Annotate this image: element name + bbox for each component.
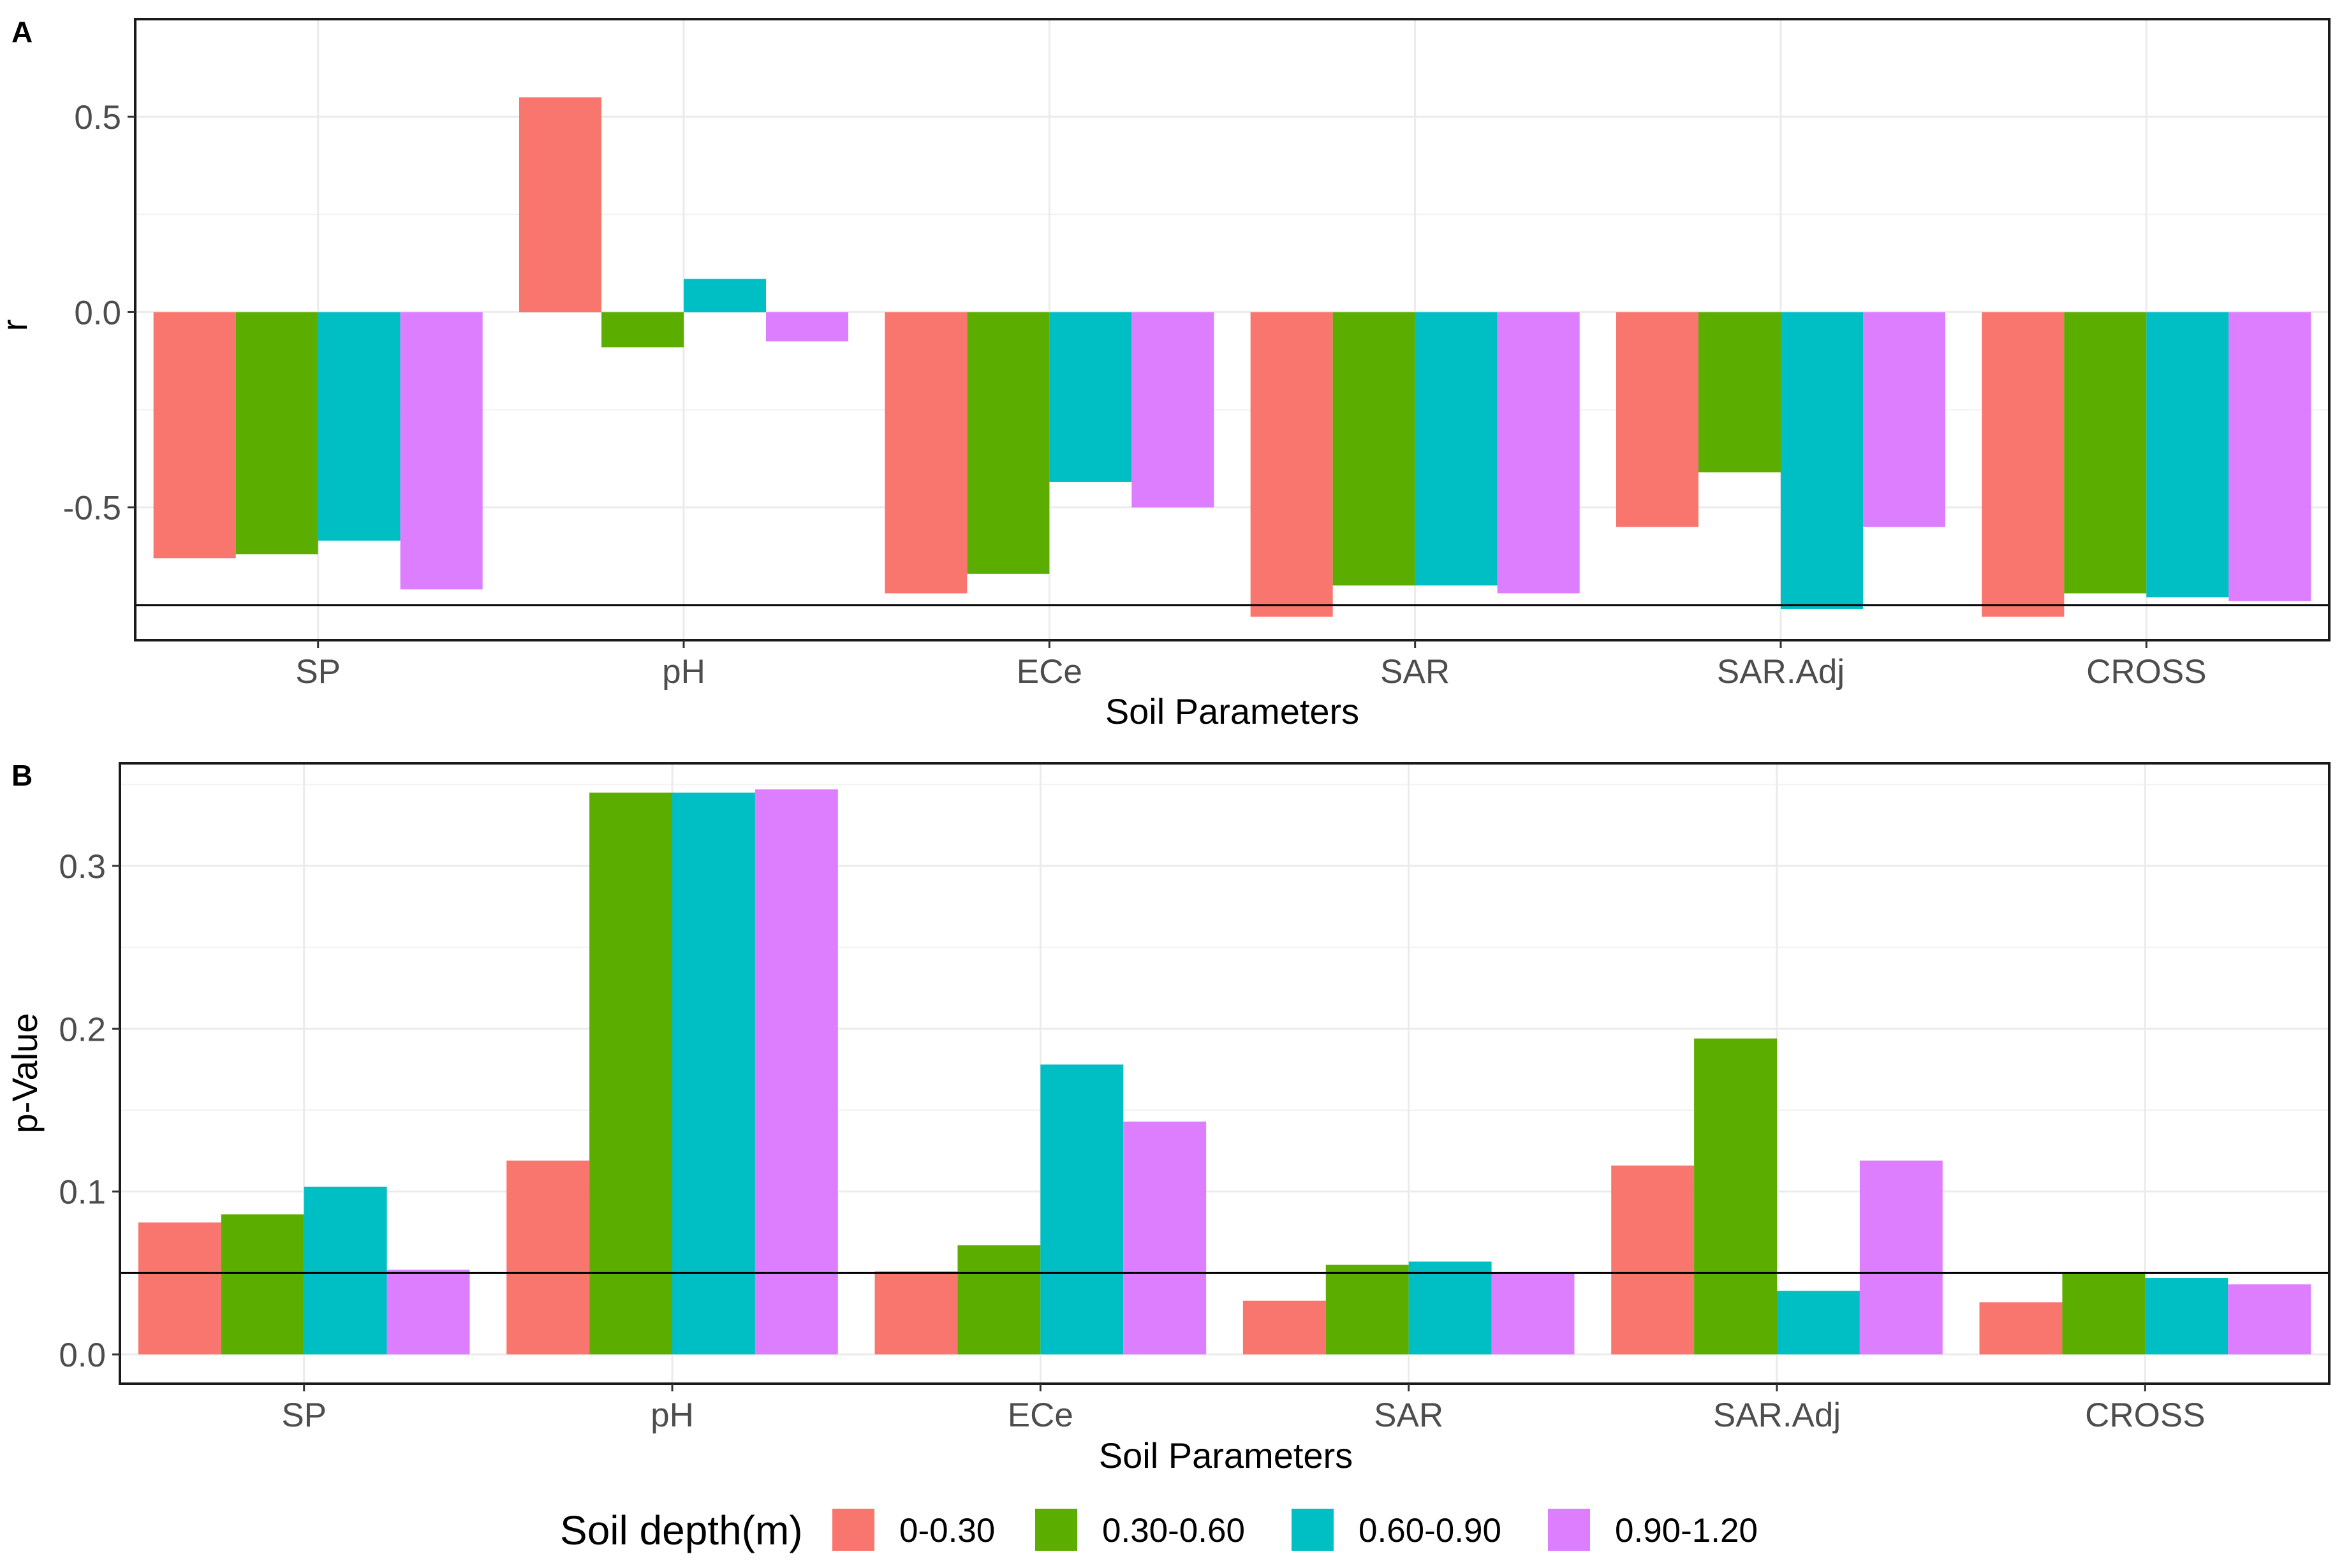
panel-a-bar-ece-0.90-1.20 xyxy=(1131,312,1214,508)
panel-b-bar-ph-0.30-0.60 xyxy=(589,792,672,1355)
panel-a-bar-sp-0.60-0.90 xyxy=(318,312,401,541)
panel-b-bar-ph-0-0.30 xyxy=(506,1161,590,1355)
panel-b-bar-cross-0-0.30 xyxy=(1979,1302,2063,1355)
panel-b-bar-sar-adj-0.30-0.60 xyxy=(1694,1038,1777,1355)
panel-a-bar-sar-0-0.30 xyxy=(1250,312,1333,617)
panel-b-y-axis-title: p-Value xyxy=(4,1013,45,1134)
panel-a-bar-sp-0.30-0.60 xyxy=(235,312,318,555)
panel-a-y-tick-label: -0.5 xyxy=(63,490,121,527)
legend-swatch-0.30-0.60 xyxy=(1035,1509,1077,1551)
panel-b-bar-ph-0.60-0.90 xyxy=(672,792,755,1355)
legend-label-0-0.30: 0-0.30 xyxy=(899,1512,995,1550)
panel-a-bar-sar-adj-0.60-0.90 xyxy=(1781,312,1863,609)
panel-b-bar-ece-0.30-0.60 xyxy=(957,1245,1041,1355)
legend: Soil depth(m) 0-0.30 0.30-0.60 0.60-0.90… xyxy=(560,1507,1758,1553)
panel-b-bar-ece-0.60-0.90 xyxy=(1040,1064,1124,1355)
panel-a-bar-ph-0.30-0.60 xyxy=(601,312,684,348)
panel-b-bar-sar-adj-0.60-0.90 xyxy=(1777,1291,1860,1355)
panel-b-bar-sp-0.30-0.60 xyxy=(221,1214,304,1355)
panel-b-bar-sar-adj-0-0.30 xyxy=(1611,1165,1695,1355)
panel-a-panel-border xyxy=(134,18,2331,641)
legend-label-0.30-0.60: 0.30-0.60 xyxy=(1102,1512,1245,1550)
panel-b-bar-sp-0.60-0.90 xyxy=(304,1186,387,1355)
panel-b-x-tick-label-sar-adj: SAR.Adj xyxy=(1713,1396,1841,1434)
panel-a-bar-sar-0.90-1.20 xyxy=(1497,312,1580,594)
panel-a-x-tick-label-sar: SAR xyxy=(1380,653,1450,691)
panel-letter-a: A xyxy=(11,15,33,48)
panel-b-x-tick-label-sp: SP xyxy=(281,1396,327,1434)
panel-a-bar-sar-adj-0.30-0.60 xyxy=(1698,312,1781,473)
panel-a-bar-ece-0.30-0.60 xyxy=(967,312,1050,574)
legend-swatch-0.60-0.90 xyxy=(1292,1509,1334,1551)
panel-b-panel-border xyxy=(119,762,2331,1385)
panel-a-x-tick-label-sp: SP xyxy=(295,653,341,691)
panel-a-bar-cross-0.30-0.60 xyxy=(2064,312,2147,594)
panel-a-bar-ece-0-0.30 xyxy=(885,312,968,594)
panel-b-bar-sar-0.60-0.90 xyxy=(1408,1261,1492,1355)
panel-b-y-tick-label: 0.1 xyxy=(59,1174,106,1212)
panel-b-bar-ece-0-0.30 xyxy=(874,1271,958,1355)
panel-a-bar-cross-0.90-1.20 xyxy=(2228,312,2311,601)
panel-b-x-tick-label-ece: ECe xyxy=(1008,1396,1073,1434)
legend-swatch-0-0.30 xyxy=(832,1509,874,1551)
panel-b-y-tick-label: 0.2 xyxy=(59,1011,106,1048)
legend-swatch-0.90-1.20 xyxy=(1548,1509,1590,1551)
panel-b-bar-sar-adj-0.90-1.20 xyxy=(1859,1161,1943,1355)
panel-letter-b: B xyxy=(11,759,33,792)
panel-a-bar-cross-0.60-0.90 xyxy=(2146,312,2229,597)
panel-b-x-tick-label-cross: CROSS xyxy=(2085,1396,2205,1434)
panel-b-y-tick-label: 0.3 xyxy=(59,848,106,886)
panel-a-bar-sar-adj-0-0.30 xyxy=(1616,312,1698,527)
panel-b-bar-ph-0.90-1.20 xyxy=(755,789,838,1355)
panel-b-x-axis-title: Soil Parameters xyxy=(1099,1435,1353,1476)
panel-b: 0.0 0.1 0.2 0.3 SP pH ECe SAR SAR.Adj CROSS xyxy=(59,762,2331,1434)
panel-b-bar-cross-0.90-1.20 xyxy=(2228,1284,2311,1355)
panel-b-x-tick-label-sar: SAR xyxy=(1374,1396,1443,1434)
panel-a-x-tick-label-ph: pH xyxy=(662,653,705,691)
panel-a-bar-sar-0.30-0.60 xyxy=(1332,312,1415,586)
panel-a-bar-ece-0.60-0.90 xyxy=(1049,312,1132,482)
panel-a-y-axis-title: r xyxy=(0,319,34,332)
panel-a-bar-sar-0.60-0.90 xyxy=(1415,312,1498,586)
panel-a-x-tick-label-sar-adj: SAR.Adj xyxy=(1717,653,1845,691)
panel-a-bar-cross-0-0.30 xyxy=(1982,312,2065,617)
panel-a-bar-sp-0-0.30 xyxy=(153,312,236,559)
panel-b-x-tick-label-ph: pH xyxy=(651,1396,694,1434)
panel-a: 0.5 0.0 -0.5 SP pH ECe SAR SAR.Adj CROSS xyxy=(63,18,2331,691)
panel-a-bar-sar-adj-0.90-1.20 xyxy=(1863,312,1945,527)
panel-b-bar-sar-0-0.30 xyxy=(1242,1300,1326,1355)
legend-label-0.60-0.90: 0.60-0.90 xyxy=(1359,1512,1501,1550)
panel-b-bar-sar-0.90-1.20 xyxy=(1491,1273,1575,1355)
panel-a-y-tick-label: 0.0 xyxy=(74,294,121,332)
panel-b-y-tick-label: 0.0 xyxy=(59,1337,106,1374)
panel-a-bar-ph-0-0.30 xyxy=(519,97,601,312)
legend-label-0.90-1.20: 0.90-1.20 xyxy=(1615,1512,1758,1550)
panel-b-bar-sp-0.90-1.20 xyxy=(387,1270,470,1355)
panel-b-bar-sar-0.30-0.60 xyxy=(1325,1264,1409,1355)
panel-a-bar-ph-0.90-1.20 xyxy=(766,312,848,342)
panel-b-bar-ece-0.90-1.20 xyxy=(1123,1121,1207,1355)
panel-a-x-tick-label-ece: ECe xyxy=(1017,653,1082,691)
panel-b-bar-sp-0-0.30 xyxy=(138,1222,221,1355)
panel-b-bar-cross-0.30-0.60 xyxy=(2062,1273,2146,1355)
panel-b-bar-cross-0.60-0.90 xyxy=(2145,1278,2228,1355)
panel-a-y-tick-label: 0.5 xyxy=(74,99,121,136)
panel-a-bar-ph-0.60-0.90 xyxy=(684,279,766,312)
panel-a-bar-sp-0.90-1.20 xyxy=(400,312,483,590)
panel-a-x-tick-label-cross: CROSS xyxy=(2086,653,2206,691)
legend-title: Soil depth(m) xyxy=(560,1507,803,1553)
panel-a-x-axis-title: Soil Parameters xyxy=(1105,691,1359,731)
